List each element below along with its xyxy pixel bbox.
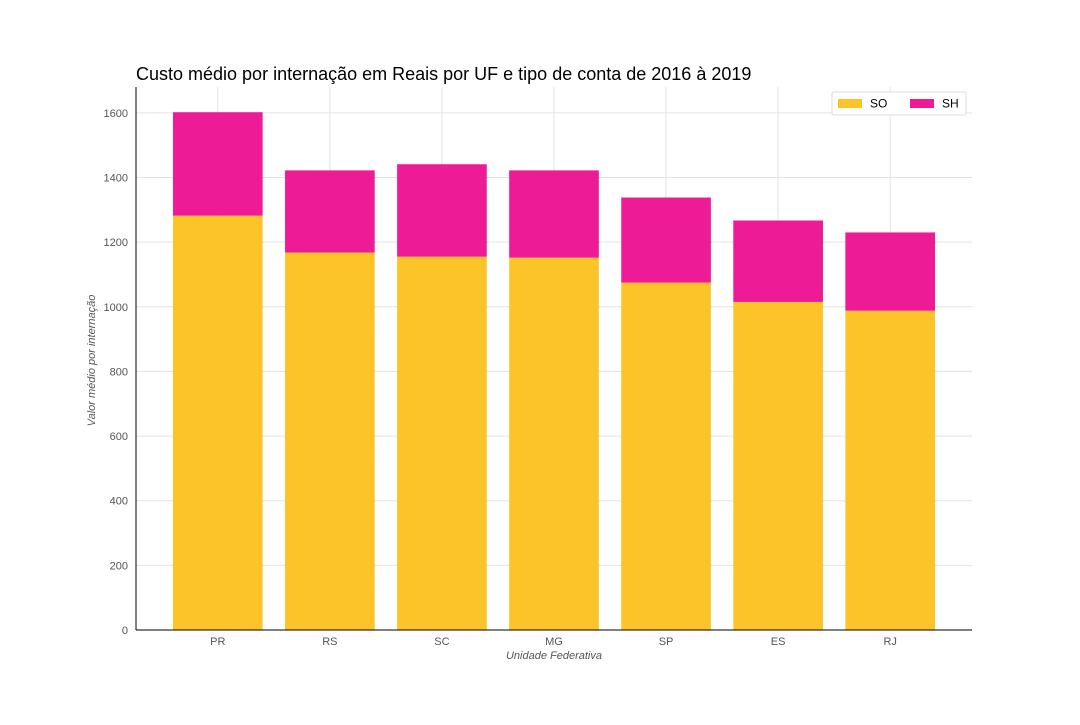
x-tick-label-sc: SC (434, 636, 449, 648)
bar-sh-rs (285, 170, 375, 253)
y-tick-label-2: 400 (110, 496, 128, 508)
x-tick-label-pr: PR (210, 636, 225, 648)
chart-title: Custo médio por internação em Reais por … (136, 64, 751, 84)
bars (172, 112, 936, 630)
bar-so-rs (285, 252, 375, 630)
x-axis-title: Unidade Federativa (506, 650, 602, 662)
y-tick-label-7: 1400 (104, 173, 128, 185)
bar-sh-sp (621, 197, 711, 283)
bar-sh-pr (172, 112, 263, 216)
x-axis-ticks: PR RS SC MG SP ES RJ (210, 636, 897, 648)
bar-sh-rj (845, 232, 936, 311)
bar-sh-sc (397, 164, 487, 257)
y-tick-label-5: 1000 (104, 302, 128, 314)
y-tick-label-1: 200 (110, 560, 128, 572)
y-tick-label-3: 600 (110, 431, 128, 443)
legend-label-sh: SH (942, 97, 959, 111)
bar-sh-es (733, 220, 823, 302)
y-tick-label-8: 1600 (104, 108, 128, 120)
bar-sh-mg (509, 170, 599, 258)
y-tick-label-4: 800 (110, 366, 128, 378)
y-axis-title: Valor médio por internação (86, 295, 98, 427)
x-tick-label-es: ES (771, 636, 786, 648)
bar-so-rj (845, 310, 936, 630)
x-tick-label-mg: MG (545, 636, 563, 648)
bar-so-sc (397, 256, 487, 630)
y-tick-label-6: 1200 (104, 237, 128, 249)
legend: SO SH (831, 91, 967, 116)
axes (135, 87, 972, 631)
bar-so-mg (509, 257, 599, 630)
legend-label-so: SO (870, 97, 887, 111)
legend-box (831, 91, 967, 116)
bar-so-sp (621, 282, 711, 630)
x-tick-label-rj: RJ (883, 636, 896, 648)
bar-so-es (733, 301, 823, 630)
x-tick-label-sp: SP (659, 636, 674, 648)
legend-swatch-so (838, 99, 862, 108)
x-tick-label-rs: RS (322, 636, 337, 648)
y-tick-label-0: 0 (122, 625, 128, 637)
bar-so-pr (172, 215, 263, 630)
legend-swatch-sh (910, 99, 934, 108)
y-axis-ticks: 0 200 400 600 800 1000 1200 1400 1600 (104, 108, 128, 637)
